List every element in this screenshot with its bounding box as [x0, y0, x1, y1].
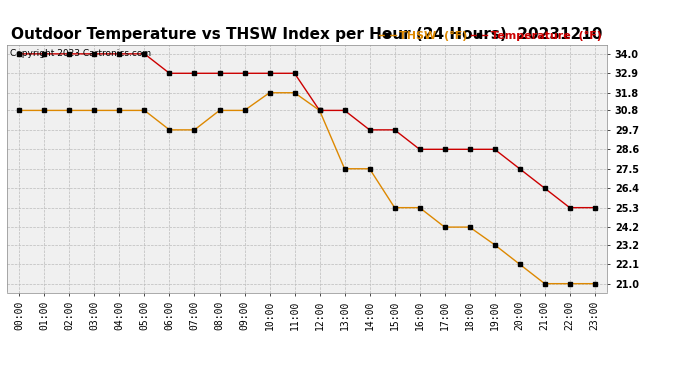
Text: Copyright 2023 Cartronics.com: Copyright 2023 Cartronics.com: [10, 49, 151, 58]
Legend: THSW  (°F), Temperature  (°F): THSW (°F), Temperature (°F): [379, 31, 602, 41]
Title: Outdoor Temperature vs THSW Index per Hour (24 Hours)  20231210: Outdoor Temperature vs THSW Index per Ho…: [11, 27, 603, 42]
